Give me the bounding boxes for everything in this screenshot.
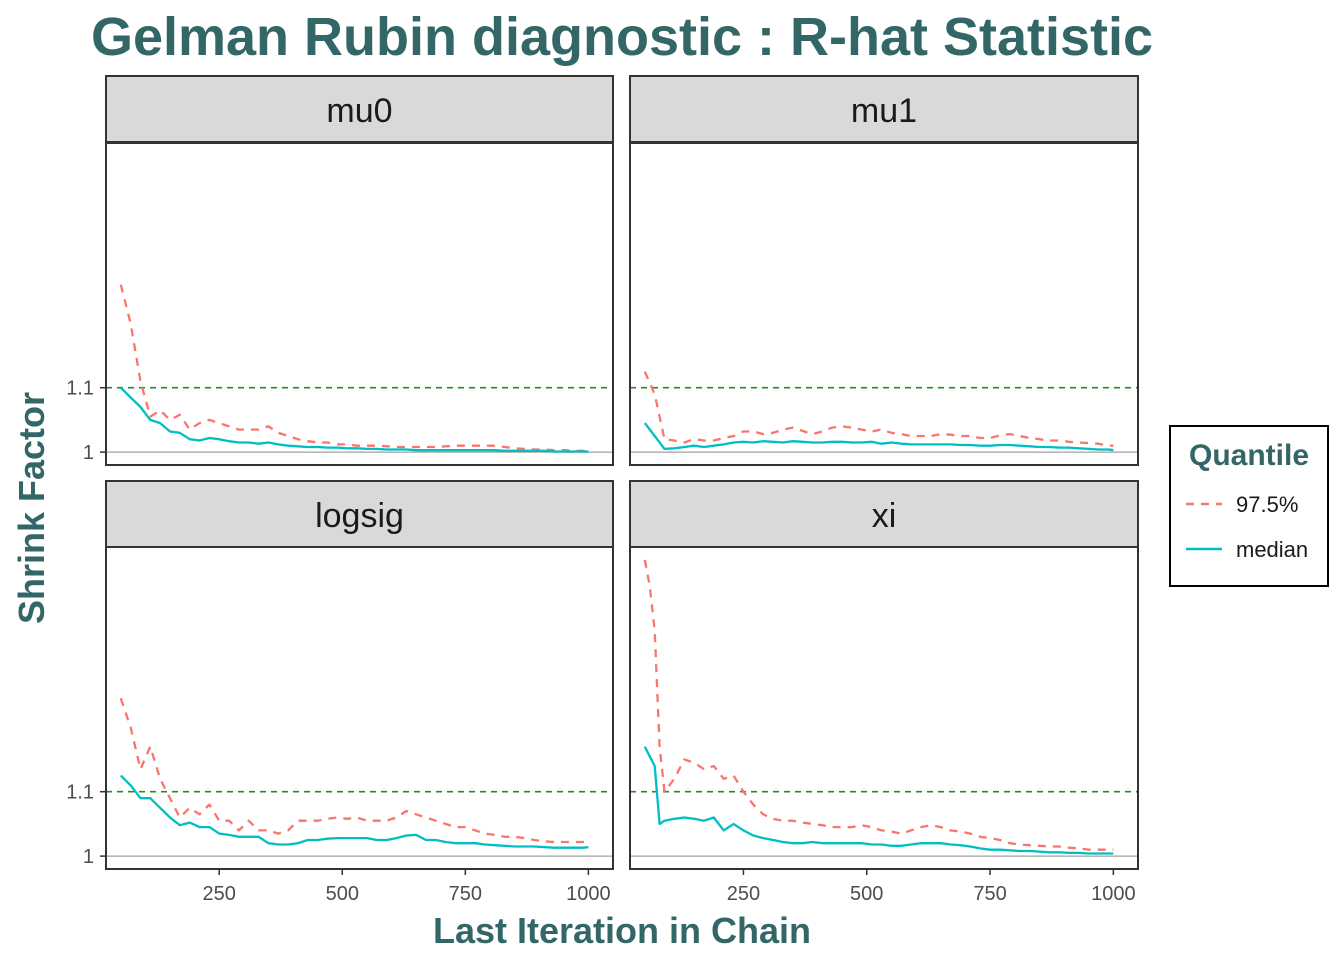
panel-border bbox=[629, 546, 1139, 870]
series-line-median bbox=[643, 746, 1114, 855]
x-tick-label: 500 bbox=[326, 883, 359, 905]
facet-strip bbox=[629, 480, 1139, 548]
facet-strip bbox=[105, 75, 614, 143]
legend: Quantile 97.5% median bbox=[1169, 425, 1329, 587]
series-line-97-5 bbox=[643, 371, 1114, 447]
series-line-median bbox=[119, 774, 589, 849]
x-tick-label: 750 bbox=[973, 883, 1006, 905]
panel-background bbox=[106, 547, 613, 869]
x-axis-title: Last Iteration in Chain bbox=[433, 910, 811, 951]
x-tick-label: 1000 bbox=[566, 883, 611, 905]
y-tick-label: 1 bbox=[83, 442, 94, 464]
legend-title: Quantile bbox=[1189, 439, 1309, 472]
y-axis-title: Shrink Factor bbox=[11, 392, 52, 624]
x-tick-label: 250 bbox=[203, 883, 236, 905]
facet-strip-label: mu0 bbox=[326, 92, 392, 130]
facet-mu1: mu1 bbox=[629, 75, 1139, 466]
facet-strip bbox=[105, 480, 614, 548]
panel-background bbox=[106, 143, 613, 465]
facet-panels: mu0 1 1.1 mu1 logsig 1 1.1 250 500 750 1000 xi 250 50… bbox=[66, 75, 1139, 905]
y-tick-label: 1.1 bbox=[66, 378, 94, 400]
legend-label-97-5: 97.5% bbox=[1236, 492, 1298, 517]
facet-strip bbox=[629, 75, 1139, 143]
series-line-median bbox=[643, 422, 1114, 452]
facet-strip-label: mu1 bbox=[851, 92, 917, 130]
panel-background bbox=[630, 143, 1138, 465]
series-line-97-5 bbox=[119, 284, 589, 452]
facet-strip-label: xi bbox=[872, 497, 897, 535]
series-line-97-5 bbox=[119, 697, 589, 844]
panel-border bbox=[105, 142, 614, 466]
x-tick-label: 250 bbox=[727, 883, 760, 905]
legend-box bbox=[1169, 425, 1329, 587]
x-tick-label: 750 bbox=[449, 883, 482, 905]
series-line-median bbox=[119, 386, 589, 453]
x-tick-label: 500 bbox=[850, 883, 883, 905]
facet-strip-label: logsig bbox=[315, 497, 404, 535]
facet-mu0: mu0 1 1.1 bbox=[66, 75, 614, 466]
y-tick-label: 1.1 bbox=[66, 782, 94, 804]
panel-background bbox=[630, 547, 1138, 869]
facet-logsig: logsig 1 1.1 250 500 750 1000 bbox=[66, 480, 614, 905]
legend-label-median: median bbox=[1236, 537, 1308, 562]
panel-border bbox=[105, 546, 614, 870]
y-tick-label: 1 bbox=[83, 846, 94, 868]
panel-border bbox=[629, 142, 1139, 466]
chart-title: Gelman Rubin diagnostic : R-hat Statisti… bbox=[91, 7, 1153, 67]
x-tick-label: 1000 bbox=[1091, 883, 1136, 905]
facet-xi: xi 250 500 750 1000 bbox=[629, 480, 1139, 905]
